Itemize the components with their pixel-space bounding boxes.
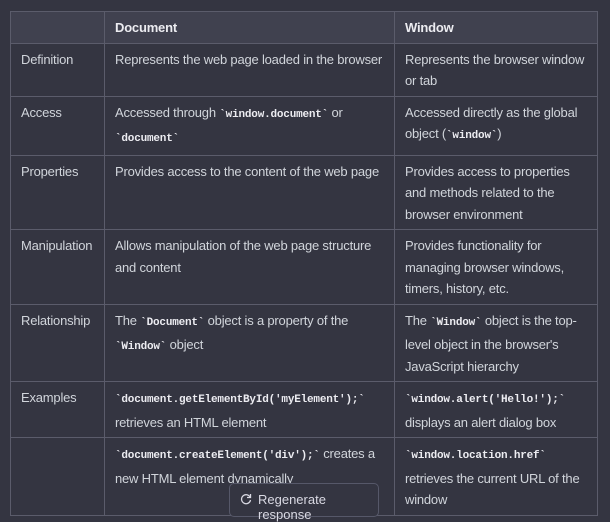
inline-code: `window.location.href` — [405, 450, 546, 462]
table-cell: Provides access to properties and method… — [394, 154, 598, 230]
table-cell: Allows manipulation of the web page stru… — [104, 229, 395, 305]
table-cell: `window.alert('Hello!');` displays an al… — [394, 381, 598, 438]
table-row: Examples `document.getElementById('myElem… — [10, 381, 598, 438]
table-row: Properties Provides access to the content… — [10, 154, 598, 230]
cell-text: Accessed directly as the global object ( — [405, 104, 578, 142]
cell-text: or — [328, 104, 343, 120]
cell-text: displays an alert dialog box — [405, 414, 557, 430]
cell-text: The — [405, 312, 431, 328]
header-cell: Window — [394, 11, 598, 44]
cell-text: Provides access to the content of the we… — [115, 163, 379, 179]
inline-code: `document.createElement('div');` — [115, 450, 320, 462]
cell-text: Allows manipulation of the web page stru… — [115, 238, 372, 275]
table-cell: Provides functionality for managing brow… — [394, 229, 598, 305]
cell-text: object is the top-level object in the br… — [405, 312, 577, 374]
cell-text: The — [115, 312, 141, 328]
inline-code: `window.alert('Hello!');` — [405, 394, 566, 406]
cell-text: retrieves the current URL of the window — [405, 470, 580, 508]
cell-text: Represents the web page loaded in the br… — [115, 51, 383, 67]
table-cell: Represents the web page loaded in the br… — [104, 42, 395, 97]
row-label — [10, 437, 105, 516]
table-row: Definition Represents the web page loaded… — [10, 42, 598, 97]
row-label: Access — [10, 95, 105, 156]
cell-text: Provides functionality for managing brow… — [405, 238, 565, 296]
header-row: Document Window — [10, 11, 598, 44]
cell-text: retrieves an HTML element — [115, 414, 267, 430]
table-row: Access Accessed through `window.document`… — [10, 95, 598, 156]
table-cell: The `Window` object is the top-level obj… — [394, 303, 598, 382]
inline-code: `Window` — [115, 341, 167, 353]
inline-code: `window` — [446, 130, 498, 142]
cell-text: object is a property of the — [204, 312, 349, 328]
inline-code: `Window` — [430, 316, 482, 329]
inline-code: `document` — [115, 133, 180, 145]
table-cell: Accessed through `window.document` or `d… — [104, 95, 395, 156]
row-label: Definition — [10, 42, 105, 97]
table-body: Definition Represents the web page loaded… — [10, 42, 598, 516]
table-cell: Accessed directly as the global object (… — [394, 95, 598, 156]
cell-text: Provides access to properties and method… — [405, 163, 570, 222]
row-label: Examples — [10, 381, 105, 438]
label-text: Definition — [21, 51, 74, 67]
label-text: Examples — [21, 390, 77, 405]
inline-code: `window.document` — [219, 108, 329, 121]
table-cell: `window.location.href` retrieves the cur… — [394, 437, 598, 516]
cell-text: object — [166, 337, 204, 352]
label-text: Manipulation — [21, 238, 93, 253]
refresh-icon — [240, 494, 252, 505]
cell-text: creates a new HTML element dynamically — [115, 446, 375, 486]
header-cell — [10, 11, 105, 44]
header-cell: Document — [104, 11, 395, 44]
regenerate-button[interactable]: Regenerate response — [229, 483, 379, 522]
label-text: Access — [21, 104, 62, 120]
row-label: Manipulation — [10, 229, 105, 305]
row-label: Properties — [10, 154, 105, 230]
table-row: Relationship The `Document` object is a p… — [10, 303, 598, 382]
comparison-table: Document Window Definition Represents the… — [10, 11, 598, 516]
table-cell: Provides access to the content of the we… — [104, 154, 395, 230]
cell-text: Represents the browser window or tab — [405, 51, 585, 89]
row-label: Relationship — [10, 303, 105, 382]
inline-code: `document.getElementById('myElement');` — [115, 394, 365, 406]
table-cell: `document.getElementById('myElement');` … — [104, 381, 395, 438]
table-row: Manipulation Allows manipulation of the w… — [10, 229, 598, 305]
cell-text: ) — [497, 126, 502, 141]
inline-code: `Document` — [140, 316, 205, 329]
cell-text: Accessed through — [115, 104, 220, 120]
label-text: Relationship — [21, 312, 91, 328]
page: {"table": { "columns": ["Document", "Win… — [10, 11, 598, 522]
table-cell: The `Document` object is a property of t… — [104, 303, 395, 382]
table-cell: Represents the browser window or tab — [394, 42, 598, 97]
label-text: Properties — [21, 163, 79, 179]
